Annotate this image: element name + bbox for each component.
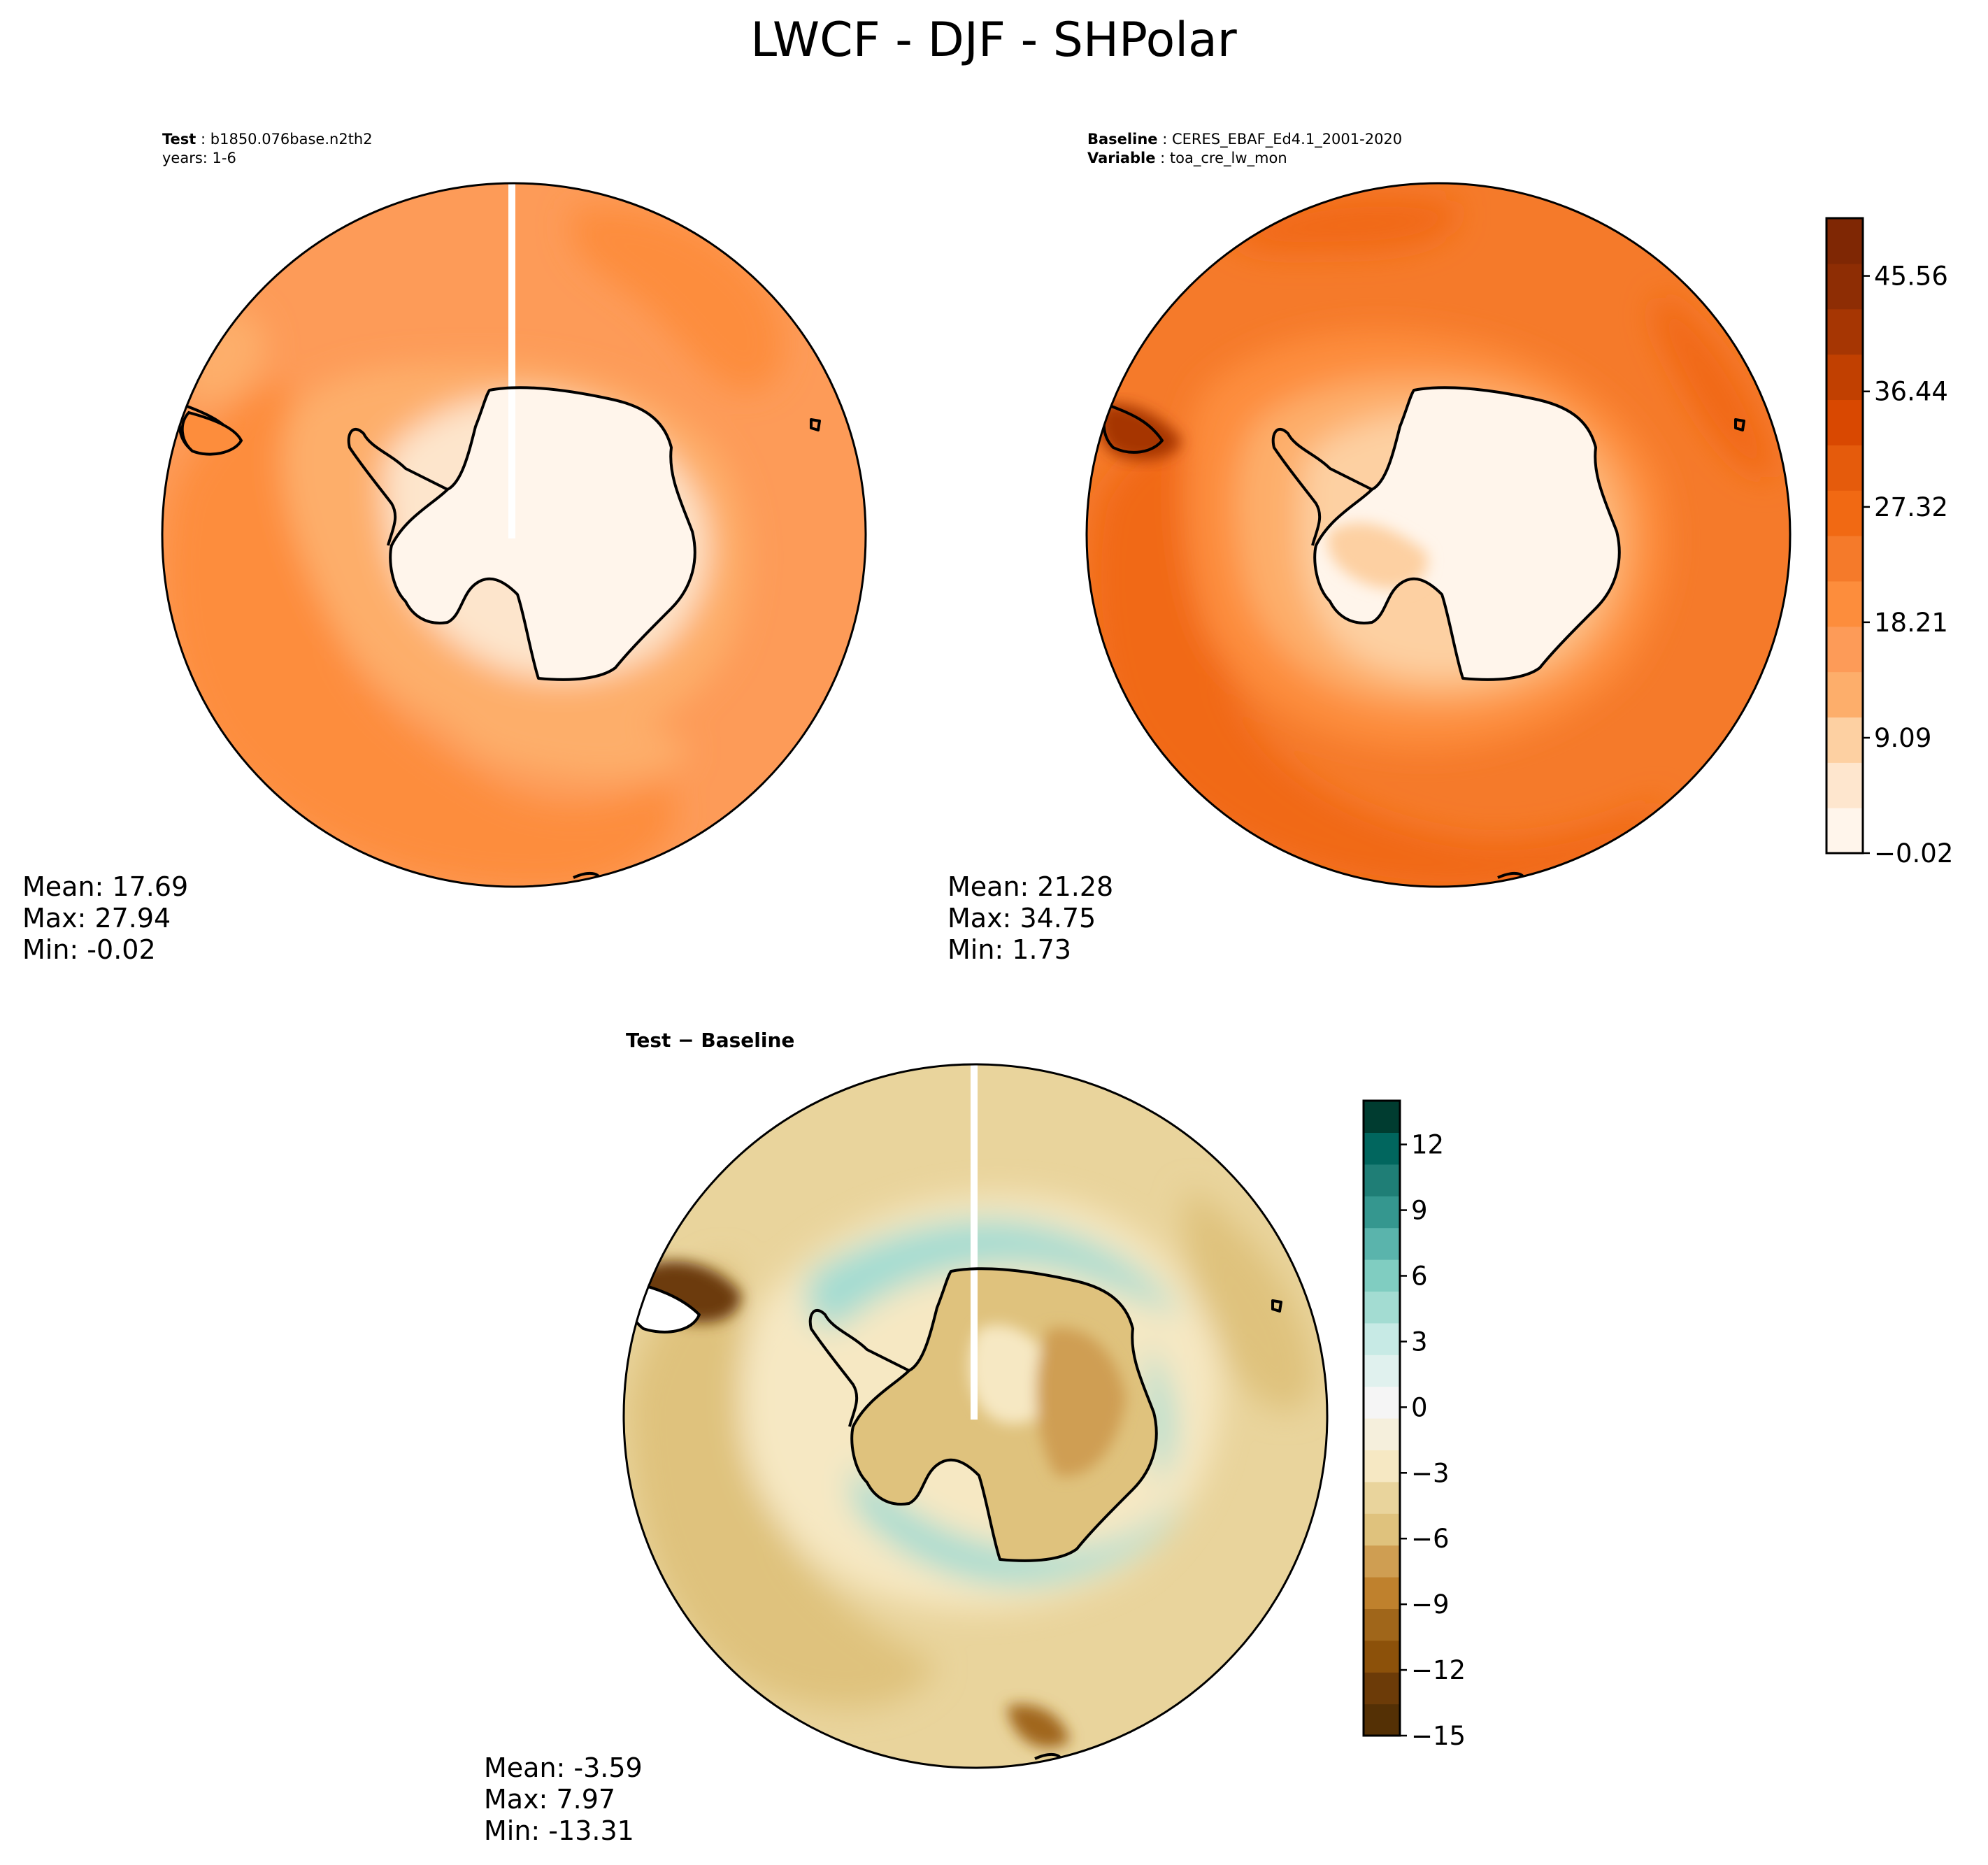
missing-land-diff bbox=[629, 1283, 699, 1332]
colorbar-main-swatch bbox=[1826, 808, 1863, 854]
colorbar-main-swatch bbox=[1826, 626, 1863, 673]
panel-diff-label-b: Baseline bbox=[701, 1029, 794, 1052]
coastline-baseline bbox=[1102, 386, 1745, 883]
colorbar-main-tick-label: 36.44 bbox=[1874, 377, 1948, 407]
colorbar-main-swatch bbox=[1826, 762, 1863, 808]
panel-diff: Test − Baseline Mean: bbox=[484, 1029, 1329, 1846]
panel-test-mean: Mean: 17.69 bbox=[22, 871, 188, 902]
colorbar-diff-swatch bbox=[1364, 1101, 1400, 1133]
colorbar-main-swatch bbox=[1826, 308, 1863, 355]
colorbar-main-swatch bbox=[1826, 671, 1863, 718]
colorbar-diff-swatch bbox=[1364, 1703, 1400, 1736]
colorbar-diff-tick-label: 6 bbox=[1411, 1261, 1428, 1291]
hotspot-baseline bbox=[1098, 403, 1182, 461]
panel-test-header-line-1: Test : b1850.076base.n2th2 bbox=[162, 131, 373, 148]
map-test-field bbox=[162, 183, 866, 887]
colorbar-diff-swatch bbox=[1364, 1196, 1400, 1229]
map-baseline bbox=[1087, 183, 1790, 887]
figure-title: LWCF - DJF - SHPolar bbox=[750, 13, 1237, 68]
colorbar-diff-tick-label: −6 bbox=[1411, 1524, 1450, 1554]
panel-test-min: Min: -0.02 bbox=[22, 934, 156, 965]
map-diff bbox=[624, 1064, 1327, 1768]
colorbar-main-swatch bbox=[1826, 399, 1863, 445]
colorbar-main-tick-label: 18.21 bbox=[1874, 608, 1948, 638]
colorbar-diff-swatch bbox=[1364, 1164, 1400, 1196]
colorbar-main-swatch bbox=[1826, 490, 1863, 536]
panel-diff-min: Min: -13.31 bbox=[484, 1815, 634, 1846]
colorbar-diff-swatch bbox=[1364, 1322, 1400, 1355]
panel-diff-mean: Mean: -3.59 bbox=[484, 1752, 643, 1783]
map-diff-missing-strip bbox=[971, 1064, 978, 1420]
colorbar-diff-swatch bbox=[1364, 1132, 1400, 1165]
panel-test-name: b1850.076base.n2th2 bbox=[210, 131, 373, 148]
panel-baseline-header-line-2: Variable : toa_cre_lw_mon bbox=[1087, 150, 1287, 167]
colorbar-diff-swatch bbox=[1364, 1608, 1400, 1641]
panel-baseline-mean: Mean: 21.28 bbox=[947, 871, 1113, 902]
map-diff-frame bbox=[622, 1063, 1329, 1769]
peninsula-test bbox=[180, 410, 243, 456]
panel-baseline-label: Baseline bbox=[1087, 131, 1158, 148]
colorbar-main-swatch bbox=[1826, 263, 1863, 310]
colorbar-diff-tick-label: −15 bbox=[1411, 1721, 1466, 1751]
colorbar-main-tick-label: 45.56 bbox=[1874, 262, 1948, 292]
colorbar-diff-tick-label: −9 bbox=[1411, 1589, 1450, 1620]
colorbar-main-tick-label: 27.32 bbox=[1874, 492, 1948, 522]
map-test-frame bbox=[161, 182, 867, 888]
panel-baseline-name: CERES_EBAF_Ed4.1_2001-2020 bbox=[1172, 131, 1402, 148]
colorbar-diff-swatch bbox=[1364, 1545, 1400, 1578]
colorbar-diff-swatch bbox=[1364, 1513, 1400, 1546]
colorbar-main-swatch bbox=[1826, 580, 1863, 627]
colorbar-diff: −15 −12 −9 −6 −3 0 3 6 9 12 bbox=[1362, 1099, 1466, 1751]
colorbar-diff-tick-label: 9 bbox=[1411, 1196, 1428, 1226]
panel-baseline-variable-label: Variable bbox=[1087, 150, 1155, 166]
colorbar-diff-swatch bbox=[1364, 1291, 1400, 1324]
colorbar-diff-tick-label: 12 bbox=[1411, 1130, 1444, 1160]
colorbar-main-tick-label: 9.09 bbox=[1874, 723, 1931, 753]
colorbar-diff-swatch bbox=[1364, 1386, 1400, 1419]
colorbar-main-swatch bbox=[1826, 445, 1863, 491]
panel-diff-header: Test − Baseline bbox=[626, 1029, 794, 1052]
colorbar-main-swatch bbox=[1826, 218, 1863, 264]
panel-baseline-max: Max: 34.75 bbox=[947, 903, 1096, 934]
colorbar-diff-tick-label: −12 bbox=[1411, 1655, 1466, 1685]
map-baseline-frame bbox=[1085, 182, 1792, 888]
colorbar-main-swatch bbox=[1826, 536, 1863, 582]
colorbar-diff-tick-label: −3 bbox=[1411, 1458, 1450, 1488]
panel-test-years: years: 1-6 bbox=[162, 150, 236, 166]
panel-baseline-header-line-1: Baseline : CERES_EBAF_Ed4.1_2001-2020 bbox=[1087, 131, 1402, 148]
colorbar-diff-frame bbox=[1362, 1099, 1401, 1737]
panel-baseline-min: Min: 1.73 bbox=[947, 934, 1071, 965]
colorbar-diff-tick-label: 0 bbox=[1411, 1392, 1428, 1422]
colorbar-diff-swatch bbox=[1364, 1577, 1400, 1609]
colorbar-diff-swatch bbox=[1364, 1672, 1400, 1705]
colorbar-diff-swatch bbox=[1364, 1418, 1400, 1450]
panel-diff-label-a: Test bbox=[626, 1029, 671, 1052]
map-test bbox=[162, 183, 866, 887]
colorbar-main-swatch bbox=[1826, 717, 1863, 763]
coastline-diff bbox=[628, 1267, 1282, 1764]
panel-baseline-variable: toa_cre_lw_mon bbox=[1170, 150, 1287, 167]
panel-diff-max: Max: 7.97 bbox=[484, 1784, 615, 1815]
colorbar-main: −0.02 9.09 18.21 27.32 36.44 45.56 bbox=[1825, 217, 1953, 869]
colorbar-diff-swatch bbox=[1364, 1481, 1400, 1514]
panel-test-label: Test bbox=[162, 131, 196, 148]
panel-test: Test : b1850.076base.n2th2 years: 1-6 bbox=[22, 131, 867, 965]
colorbar-main-tick-label: −0.02 bbox=[1874, 838, 1953, 869]
colorbar-main-frame bbox=[1825, 217, 1864, 855]
colorbar-diff-swatch bbox=[1364, 1355, 1400, 1387]
panel-test-max: Max: 27.94 bbox=[22, 903, 171, 934]
colorbar-main-swatch bbox=[1826, 354, 1863, 401]
panel-baseline: Baseline : CERES_EBAF_Ed4.1_2001-2020 Va… bbox=[947, 131, 1792, 965]
colorbar-diff-swatch bbox=[1364, 1259, 1400, 1292]
colorbar-diff-swatch bbox=[1364, 1640, 1400, 1673]
colorbar-diff-swatch bbox=[1364, 1227, 1400, 1260]
map-test-missing-strip bbox=[508, 183, 515, 538]
colorbar-diff-tick-label: 3 bbox=[1411, 1327, 1428, 1357]
colorbar-diff-swatch bbox=[1364, 1450, 1400, 1482]
